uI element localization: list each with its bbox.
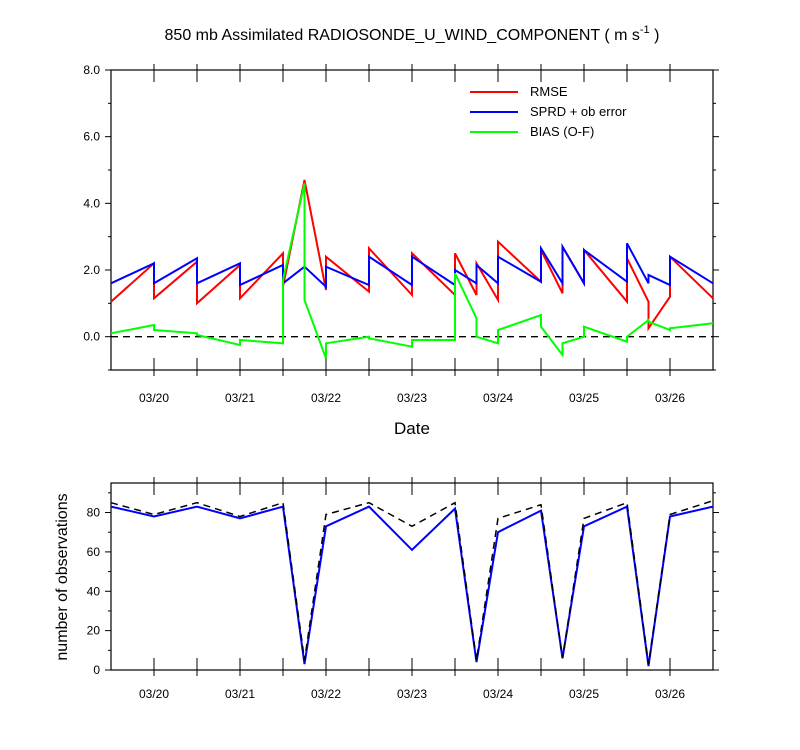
legend-entry: SPRD + ob error xyxy=(530,104,627,119)
y-tick-label: 2.0 xyxy=(83,263,100,277)
y-tick-label: 20 xyxy=(87,624,101,638)
series-line-rmse xyxy=(110,179,714,332)
x-tick-label: 03/25 xyxy=(569,687,599,701)
top-x-axis-label: Date xyxy=(394,419,430,438)
x-tick-label: 03/26 xyxy=(655,391,685,405)
y-tick-label: 0.0 xyxy=(83,330,100,344)
y-tick-label: 60 xyxy=(87,545,101,559)
x-tick-label: 03/20 xyxy=(139,391,169,405)
top-panel: 0.0 2.0 4.0 6.0 8.0 03/20 03/21 03/22 03/23 03/24… xyxy=(83,63,719,405)
series-line-total xyxy=(110,499,714,665)
y-tick-label: 8.0 xyxy=(83,63,100,77)
legend-entry: RMSE xyxy=(530,84,568,99)
series-line-sprd-ob-error xyxy=(110,242,714,289)
x-tick-label: 03/25 xyxy=(569,391,599,405)
x-tick-label: 03/24 xyxy=(483,391,513,405)
x-tick-label: 03/21 xyxy=(225,687,255,701)
x-tick-label: 03/23 xyxy=(397,687,427,701)
x-tick-label: 03/22 xyxy=(311,391,341,405)
x-tick-label: 03/21 xyxy=(225,391,255,405)
y-tick-label: 0 xyxy=(93,663,100,677)
y-tick-label: 40 xyxy=(87,584,101,598)
y-tick-label: 4.0 xyxy=(83,196,100,210)
chart-title-close: ) xyxy=(650,27,660,44)
plot-frame xyxy=(110,482,714,671)
bottom-y-axis-label: number of observations xyxy=(54,493,71,660)
series-line-assimilated xyxy=(110,505,714,667)
x-tick-label: 03/26 xyxy=(655,687,685,701)
chart-title-text: 850 mb Assimilated RADIOSONDE_U_WIND_COM… xyxy=(165,27,640,44)
x-tick-label: 03/22 xyxy=(311,687,341,701)
x-tick-label: 03/23 xyxy=(397,391,427,405)
chart-title: 850 mb Assimilated RADIOSONDE_U_WIND_COM… xyxy=(165,24,660,44)
x-tick-label: 03/20 xyxy=(139,687,169,701)
bottom-panel: 0 20 40 60 80 03/20 03/21 03/22 03/23 03/24 03/25 0… xyxy=(87,477,719,701)
chart-title-unit-superscript: -1 xyxy=(640,24,650,36)
x-tick-label: 03/24 xyxy=(483,687,513,701)
y-tick-label: 80 xyxy=(87,506,101,520)
series-line-bias-o-f xyxy=(110,183,714,359)
legend-entry: BIAS (O-F) xyxy=(530,124,594,139)
y-tick-label: 6.0 xyxy=(83,130,100,144)
